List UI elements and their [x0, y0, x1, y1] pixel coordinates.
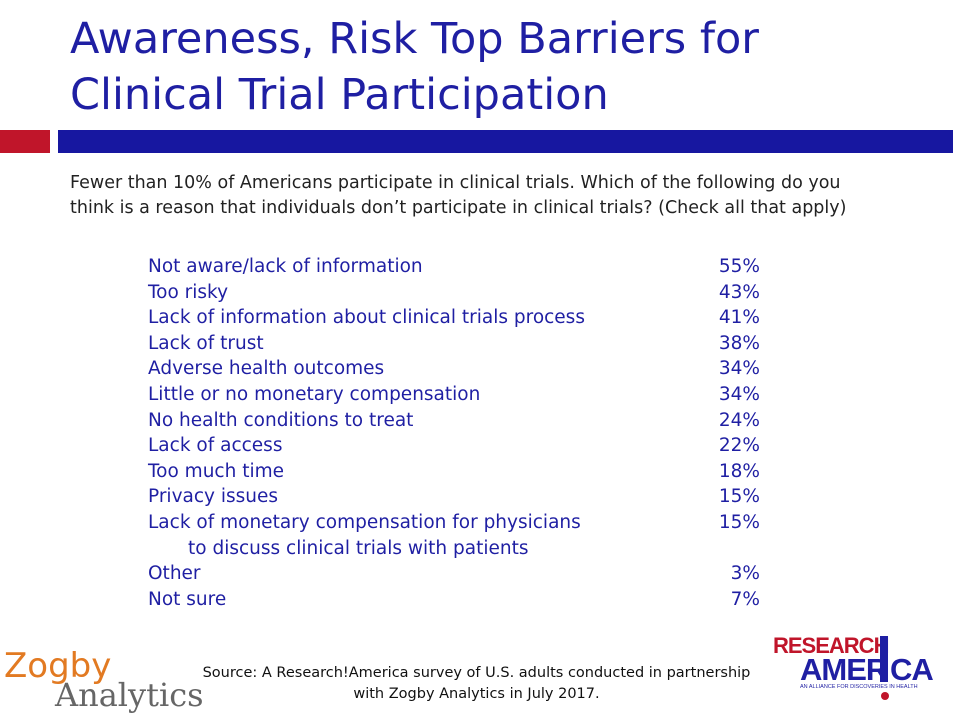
row-value: 18%: [718, 460, 760, 482]
row-value: 24%: [718, 409, 760, 431]
ra-logo-left: AMER: [800, 652, 888, 687]
row-label: Too much time: [148, 460, 284, 482]
header-bar: [58, 130, 953, 153]
row-label: Lack of monetary compensation for physic…: [148, 512, 581, 533]
source-line: with Zogby Analytics in July 2017.: [353, 686, 600, 702]
row-label: No health conditions to treat: [148, 409, 414, 431]
source-line: Source: A Research!America survey of U.S…: [202, 665, 751, 681]
row-label: Not aware/lack of information: [148, 256, 423, 277]
zogby-logo: Analytics: [55, 676, 204, 714]
ra-logo-bar: [880, 636, 888, 682]
row-label: Other: [148, 563, 201, 585]
title-line: Clinical Trial Participation: [70, 70, 609, 120]
accent-bar: [0, 130, 50, 153]
row-label: Privacy issues: [148, 486, 279, 508]
row-label: Too risky: [148, 281, 229, 303]
row-value: 41%: [718, 307, 760, 329]
row-value: 34%: [718, 384, 760, 405]
row-value: 7%: [730, 588, 760, 610]
ra-logo-dot: [881, 692, 889, 700]
row-value: 34%: [718, 358, 760, 380]
row-value: 43%: [718, 281, 760, 303]
ra-logo-right: CA: [890, 652, 934, 687]
row-value: 15%: [718, 486, 760, 508]
title-line: Awareness, Risk Top Barriers for: [70, 14, 759, 64]
row-label: Lack of information about clinical trial…: [148, 307, 585, 329]
row-label: to discuss clinical trials with patients: [188, 537, 529, 559]
row-label: Not sure: [148, 588, 227, 610]
question-line: think is a reason that individuals don’t…: [70, 198, 847, 218]
row-label: Little or no monetary compensation: [148, 384, 481, 405]
row-value: 38%: [718, 332, 760, 354]
ra-logo-tagline: AN ALLIANCE FOR DISCOVERIES IN HEALTH: [800, 684, 918, 690]
row-label: Adverse health outcomes: [148, 358, 385, 380]
row-label: Lack of trust: [148, 332, 264, 354]
question-line: Fewer than 10% of Americans participate …: [70, 173, 841, 193]
ra-logo-top: RESEARCH: [773, 633, 889, 658]
row-value: 55%: [718, 256, 760, 277]
row-value: 15%: [718, 512, 760, 533]
row-value: 22%: [718, 435, 760, 457]
row-value: 3%: [730, 563, 760, 585]
zogby-logo: Zogby: [4, 646, 112, 686]
row-label: Lack of access: [148, 435, 283, 457]
